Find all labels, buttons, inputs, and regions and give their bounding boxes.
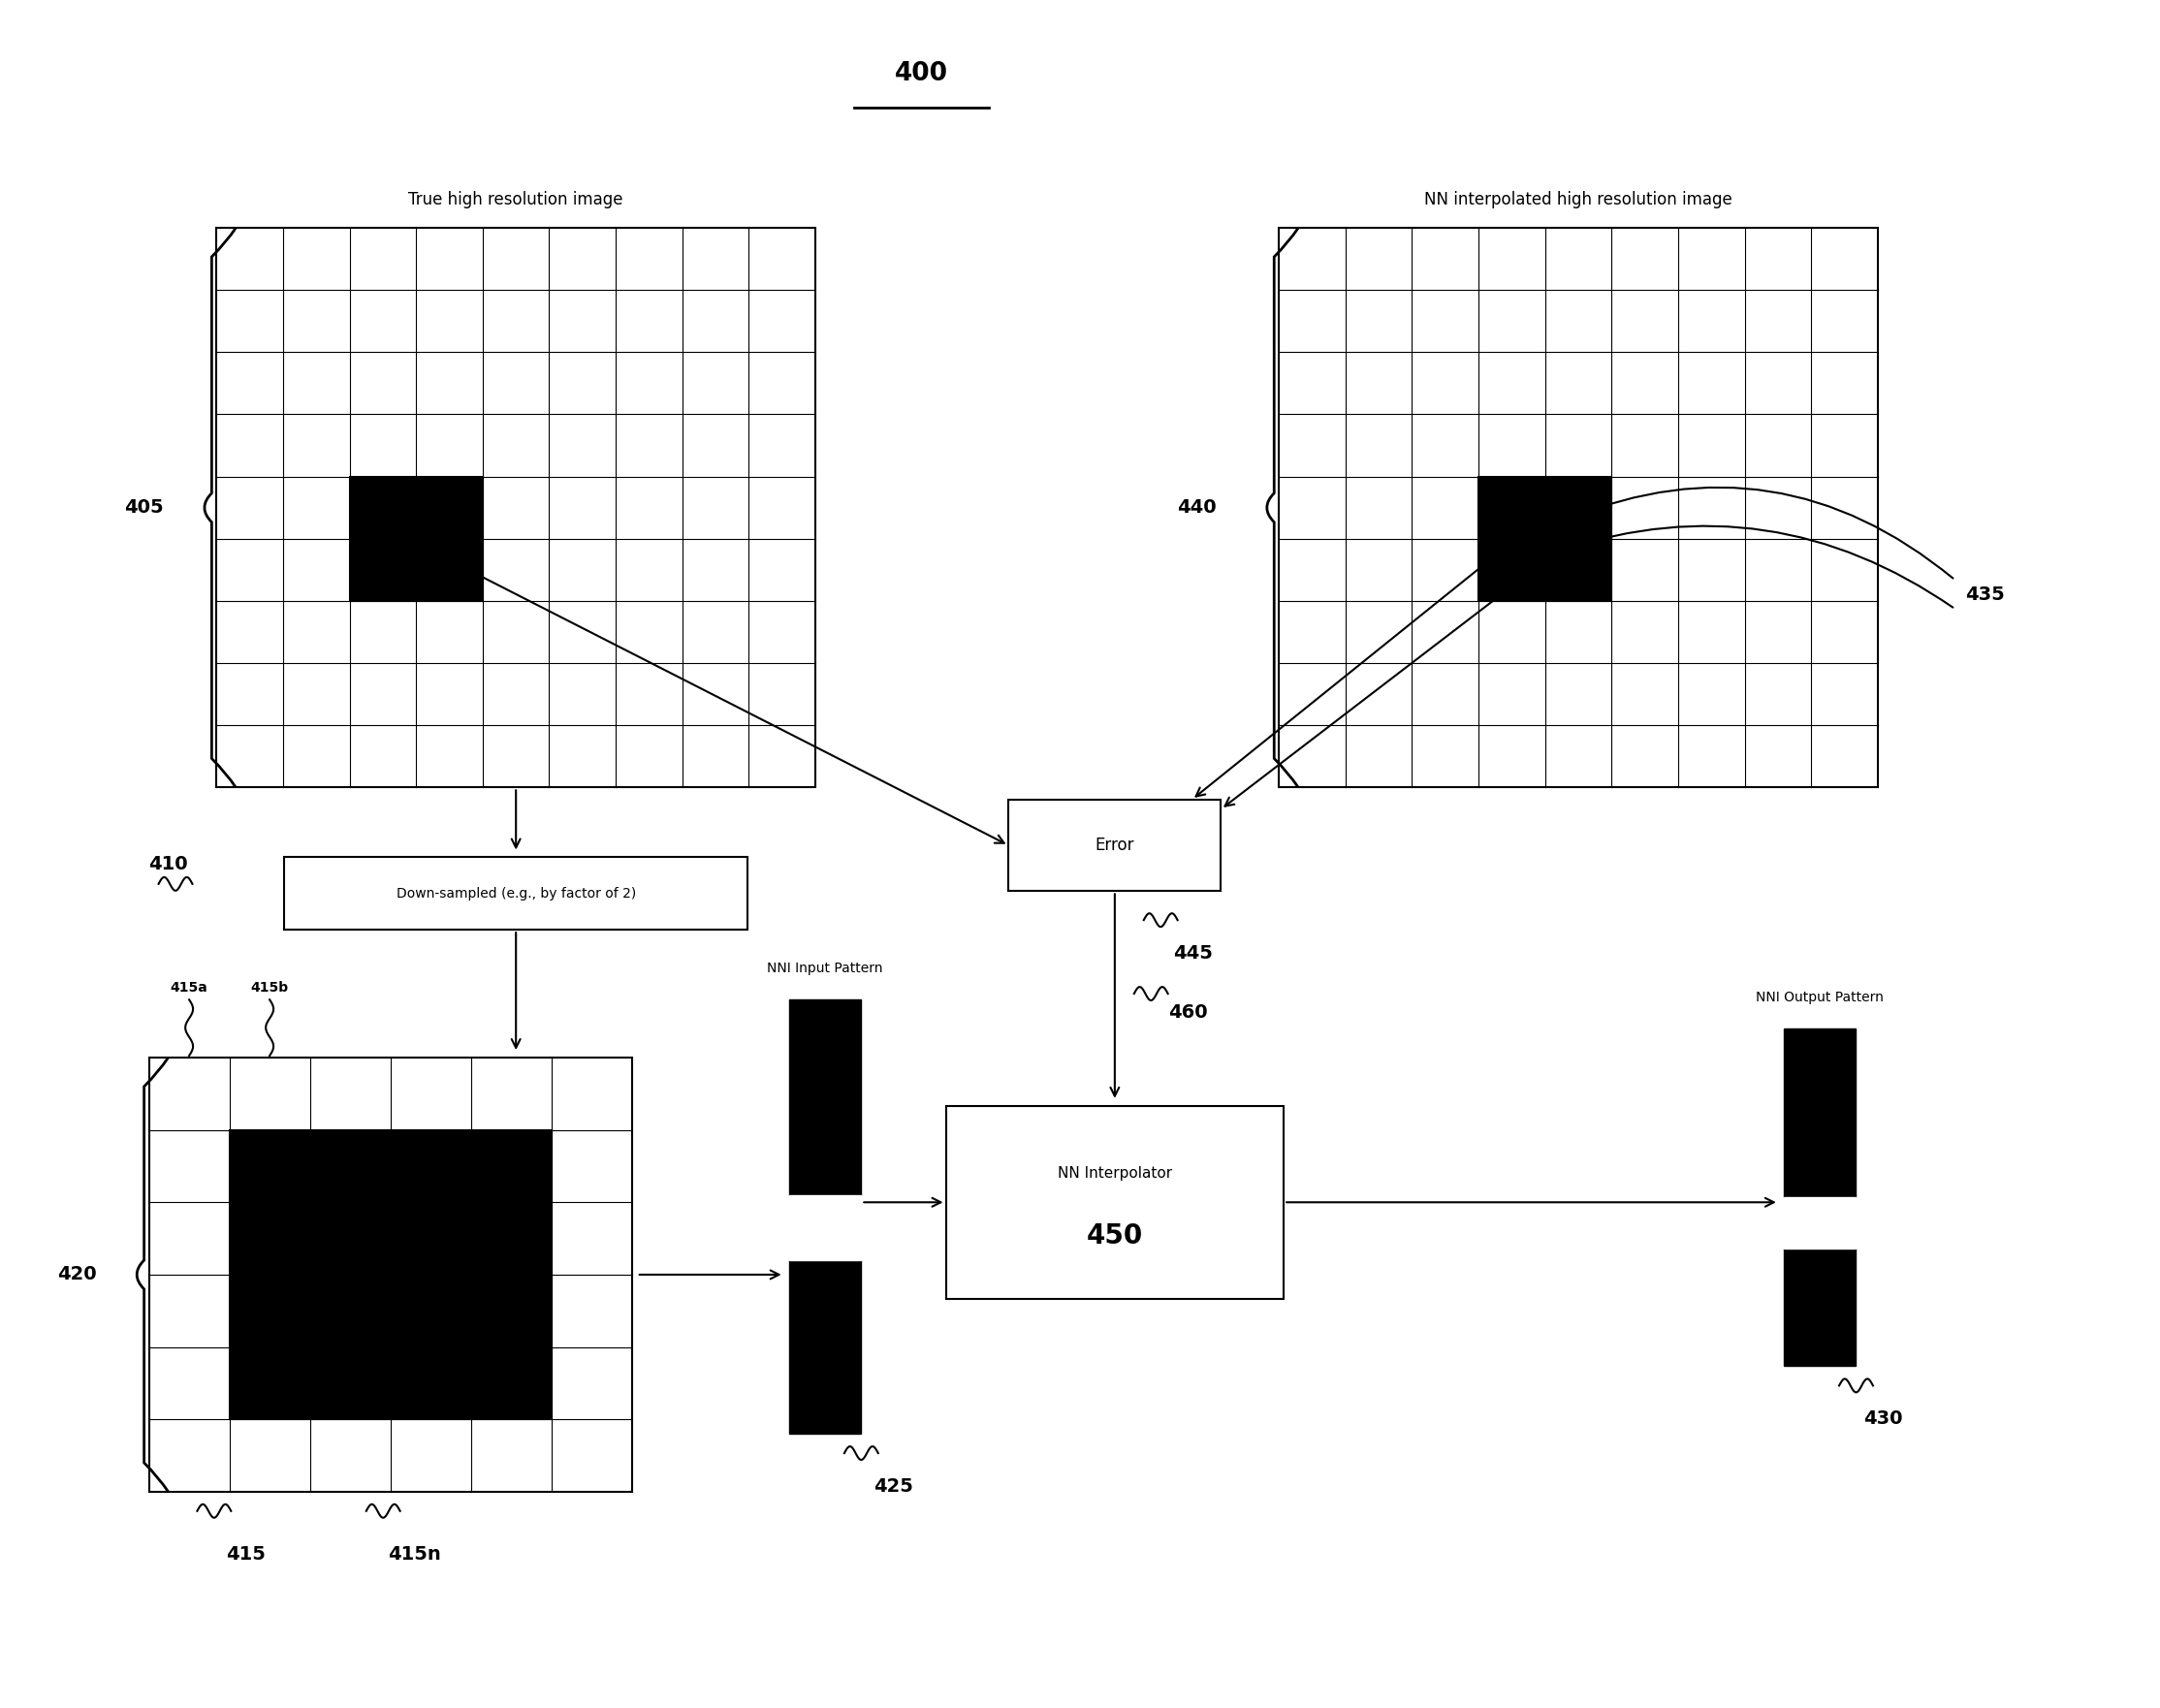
Bar [1784,1028,1855,1197]
Text: NNI Input Pattern: NNI Input Pattern [767,962,883,975]
Text: 440: 440 [1177,499,1216,518]
Bar [350,477,482,601]
Text: 415: 415 [225,1544,266,1563]
Bar [788,999,862,1196]
Text: True high resolution image: True high resolution image [408,191,624,208]
Text: 430: 430 [1864,1409,1903,1428]
Text: 460: 460 [1169,1004,1207,1021]
Text: 415a: 415a [171,982,207,994]
Bar [285,857,747,929]
Text: 415n: 415n [389,1544,441,1563]
Text: Error: Error [1095,837,1134,854]
Bar [1784,1197,1855,1249]
Bar [149,1057,633,1491]
Text: 445: 445 [1173,945,1212,963]
Text: 435: 435 [1966,586,2004,603]
Text: 425: 425 [873,1477,914,1496]
Text: 405: 405 [125,499,164,518]
Text: NN interpolated high resolution image: NN interpolated high resolution image [1423,191,1732,208]
Text: 420: 420 [56,1266,97,1284]
Text: Down-sampled (e.g., by factor of 2): Down-sampled (e.g., by factor of 2) [395,886,635,900]
Text: 415b: 415b [251,982,289,994]
Text: NNI Output Pattern: NNI Output Pattern [1756,991,1884,1004]
Text: 410: 410 [149,856,188,874]
Bar [1009,799,1220,892]
Bar [788,1196,862,1261]
Text: 400: 400 [894,61,948,85]
Bar [946,1105,1283,1298]
Bar [788,1261,862,1433]
Bar [1784,1249,1855,1366]
Bar [229,1131,551,1419]
Bar [216,227,814,787]
Text: 450: 450 [1086,1223,1143,1250]
Bar [1480,477,1611,601]
Text: NN Interpolator: NN Interpolator [1058,1167,1173,1180]
Bar [1279,227,1877,787]
